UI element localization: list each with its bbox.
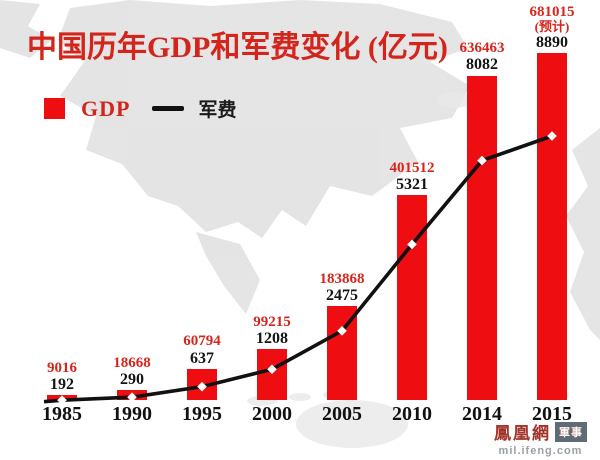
site-watermark: 鳳凰網 軍事 mil.ifeng.com: [494, 419, 587, 457]
value-labels-2005: 183868 2475: [294, 270, 390, 305]
gdp-bar-1990: [117, 390, 147, 400]
gdp-value-label: 99215: [253, 313, 291, 330]
x-axis-tick-2005: 2005: [322, 403, 362, 425]
gdp-value-label: 401512: [389, 159, 435, 176]
military-legend-label: 军费: [198, 100, 237, 121]
gdp-value-label: 183868: [319, 270, 365, 287]
chart-title: 中国历年GDP和军费变化 (亿元): [27, 31, 448, 64]
x-axis-tick-1985: 1985: [42, 403, 82, 425]
x-axis-tick-2014: 2014: [462, 403, 502, 425]
military-value-label: 5321: [396, 176, 428, 194]
x-axis-tick-2000: 2000: [252, 403, 292, 425]
value-labels-2000: 99215 1208: [224, 313, 320, 348]
x-axis-tick-1995: 1995: [182, 403, 222, 425]
x-axis-tick-2015: 2015: [532, 403, 572, 425]
gdp-forecast-note: (预计): [534, 19, 570, 35]
x-axis-tick-1990: 1990: [112, 403, 152, 425]
gdp-value-label: 636463: [459, 40, 505, 57]
gdp-value-label: 681015: [529, 4, 575, 21]
military-value-label: 2475: [326, 287, 358, 305]
gdp-bar-2010: [397, 195, 427, 400]
gdp-bar-2014: [467, 75, 497, 400]
gdp-bar-1995: [187, 369, 217, 400]
gdp-bar-2015: [537, 53, 567, 400]
legend: GDP 军费: [44, 95, 236, 122]
brand-logo: 鳳凰網: [494, 424, 551, 443]
gdp-bar-2000: [257, 349, 287, 400]
site-url: mil.ifeng.com: [498, 445, 583, 457]
military-channel-badge: 軍事: [555, 421, 587, 442]
military-line-legend-icon: [152, 106, 185, 111]
value-labels-2010: 401512 5321: [364, 159, 460, 194]
value-labels-2014: 636463 8082: [434, 40, 530, 74]
gdp-bar-2005: [327, 306, 357, 400]
military-value-label: 637: [190, 349, 214, 367]
military-value-label: 8890: [536, 33, 568, 51]
x-axis-tick-2010: 2010: [392, 403, 432, 425]
military-value-label: 290: [120, 371, 144, 389]
value-labels-2015: 681015 (预计) 8890: [504, 4, 600, 51]
military-value-label: 1208: [256, 330, 288, 348]
gdp-legend-swatch-icon: [44, 98, 65, 119]
gdp-bar-1985: [47, 395, 77, 400]
military-value-label: 8082: [466, 56, 498, 74]
gdp-legend-label: GDP: [81, 95, 131, 121]
